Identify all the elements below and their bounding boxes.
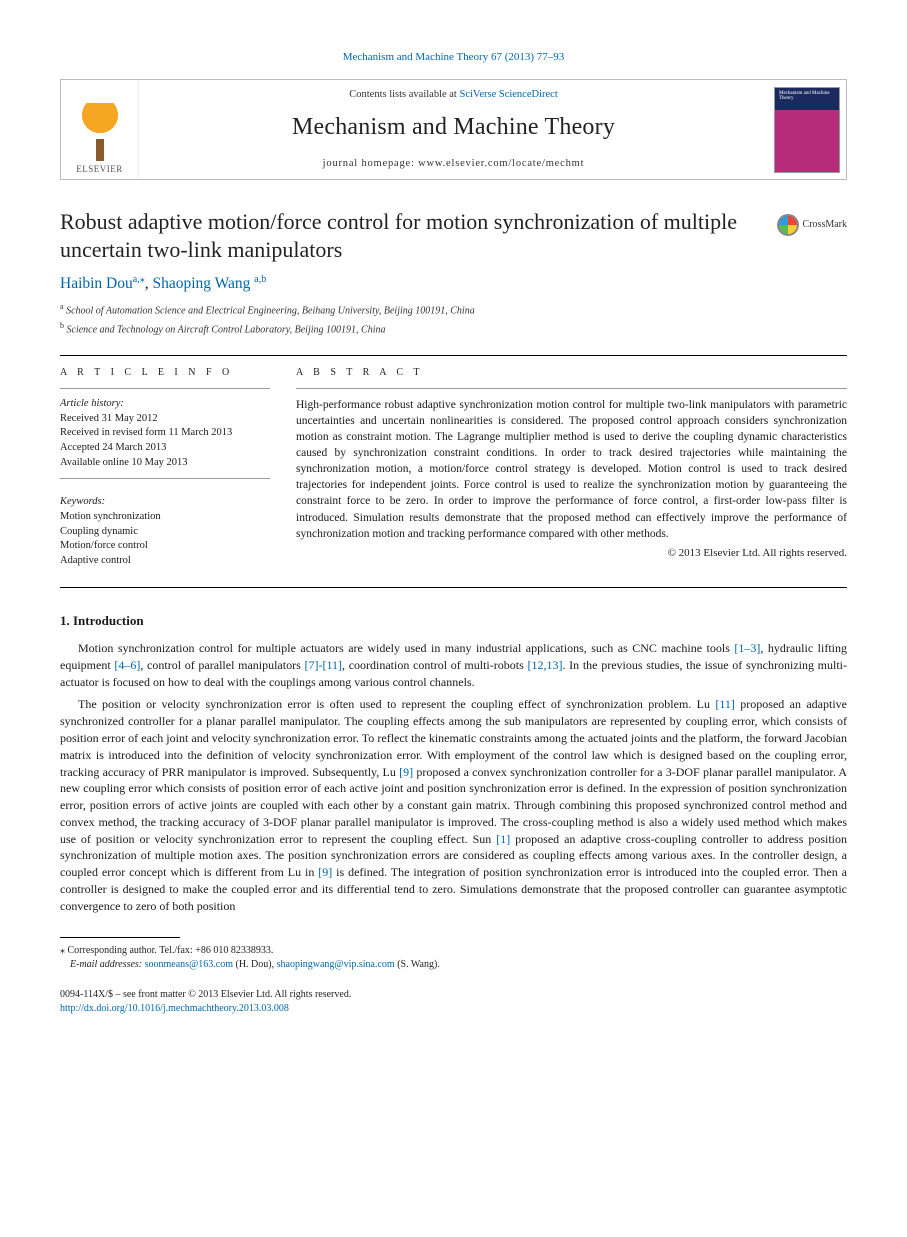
history-accepted: Accepted 24 March 2013	[60, 441, 270, 456]
info-abstract-row: A R T I C L E I N F O Article history: R…	[60, 366, 847, 569]
p1-seg-c: , control of parallel manipulators	[140, 658, 304, 672]
email-2-link[interactable]: shaopingwang@vip.sina.com	[277, 959, 395, 970]
ref-4-6[interactable]: [4–6]	[114, 658, 140, 672]
abstract-divider	[296, 388, 847, 389]
masthead-center: Contents lists available at SciVerse Sci…	[139, 80, 768, 179]
article-info-col: A R T I C L E I N F O Article history: R…	[60, 366, 270, 569]
info-divider-2	[60, 478, 270, 479]
abstract-text: High-performance robust adaptive synchro…	[296, 397, 847, 542]
crossmark-badge-wrap[interactable]: CrossMark	[777, 208, 847, 236]
divider-top	[60, 355, 847, 356]
history-label: Article history:	[60, 397, 270, 412]
contents-source-link[interactable]: SciVerse ScienceDirect	[459, 89, 557, 100]
abstract-col: A B S T R A C T High-performance robust …	[296, 366, 847, 569]
affiliation-a-text: School of Automation Science and Electri…	[66, 306, 475, 317]
journal-cover-icon: Mechanism and Machine Theory	[774, 87, 840, 173]
journal-name: Mechanism and Machine Theory	[145, 111, 762, 145]
publisher-block: ELSEVIER	[61, 80, 139, 179]
title-row: Robust adaptive motion/force control for…	[60, 208, 847, 263]
email-2-who: (S. Wang).	[395, 959, 440, 970]
affiliation-b: b Science and Technology on Aircraft Con…	[60, 320, 847, 337]
history-received: Received 31 May 2012	[60, 412, 270, 427]
p2-seg-a: The position or velocity synchronization…	[78, 697, 715, 711]
keywords-label: Keywords:	[60, 495, 270, 510]
email-addresses-line: E-mail addresses: soonmeans@163.com (H. …	[60, 958, 847, 972]
cover-text: Mechanism and Machine Theory	[779, 91, 835, 102]
publisher-label: ELSEVIER	[76, 163, 123, 176]
section-1-heading: 1. Introduction	[60, 612, 847, 630]
ref-11[interactable]: [11]	[715, 697, 735, 711]
affiliation-a: a School of Automation Science and Elect…	[60, 301, 847, 318]
bottom-block: 0094-114X/$ – see front matter © 2013 El…	[60, 988, 847, 1016]
abstract-copyright: © 2013 Elsevier Ltd. All rights reserved…	[296, 546, 847, 561]
homepage-prefix: journal homepage:	[323, 158, 418, 169]
author-1-link[interactable]: Haibin Dou	[60, 276, 133, 293]
contents-available-line: Contents lists available at SciVerse Sci…	[145, 88, 762, 103]
issn-line: 0094-114X/$ – see front matter © 2013 El…	[60, 988, 847, 1002]
top-citation: Mechanism and Machine Theory 67 (2013) 7…	[60, 50, 847, 65]
affiliation-b-text: Science and Technology on Aircraft Contr…	[67, 324, 386, 335]
doi-link[interactable]: http://dx.doi.org/10.1016/j.mechmachtheo…	[60, 1003, 289, 1014]
crossmark-icon	[777, 214, 799, 236]
article-info-head: A R T I C L E I N F O	[60, 366, 270, 380]
email-1-who: (H. Dou),	[233, 959, 277, 970]
elsevier-logo-icon	[74, 103, 126, 161]
ref-12-13[interactable]: [12,13]	[527, 658, 562, 672]
cover-thumb-wrap: Mechanism and Machine Theory	[768, 80, 846, 179]
footnote-rule	[60, 937, 180, 938]
intro-paragraph-2: The position or velocity synchronization…	[60, 696, 847, 914]
homepage-url[interactable]: www.elsevier.com/locate/mechmt	[418, 158, 584, 169]
keyword-1: Motion synchronization	[60, 510, 270, 525]
masthead: ELSEVIER Contents lists available at Sci…	[60, 79, 847, 180]
authors-line: Haibin Doua,⁎, Shaoping Wang a,b	[60, 273, 847, 295]
p1-seg-a: Motion synchronization control for multi…	[78, 641, 734, 655]
email-1-link[interactable]: soonmeans@163.com	[145, 959, 233, 970]
divider-bottom	[60, 587, 847, 588]
author-2-link[interactable]: Shaoping Wang	[152, 276, 250, 293]
corresponding-author-note: ⁎ Corresponding author. Tel./fax: +86 01…	[60, 944, 847, 958]
ref-7-11[interactable]: [7]-[11]	[304, 658, 342, 672]
page-root: Mechanism and Machine Theory 67 (2013) 7…	[0, 0, 907, 1056]
author-1-affil-sup: a,	[133, 274, 140, 285]
ref-9a[interactable]: [9]	[399, 765, 413, 779]
info-divider-1	[60, 388, 270, 389]
crossmark-label: CrossMark	[803, 218, 847, 232]
keyword-4: Adaptive control	[60, 554, 270, 569]
ref-9b[interactable]: [9]	[318, 865, 332, 879]
p1-seg-d: , coordination control of multi-robots	[342, 658, 527, 672]
history-revised: Received in revised form 11 March 2013	[60, 426, 270, 441]
ref-1-3[interactable]: [1–3]	[734, 641, 760, 655]
author-2-affil-sup: a,b	[254, 274, 266, 285]
history-online: Available online 10 May 2013	[60, 456, 270, 471]
intro-paragraph-1: Motion synchronization control for multi…	[60, 640, 847, 690]
abstract-head: A B S T R A C T	[296, 366, 847, 380]
corr-label: ⁎ Corresponding author. Tel./fax:	[60, 945, 195, 956]
keyword-2: Coupling dynamic	[60, 525, 270, 540]
keyword-3: Motion/force control	[60, 539, 270, 554]
corr-value: +86 010 82338933.	[195, 945, 273, 956]
article-title: Robust adaptive motion/force control for…	[60, 208, 767, 263]
ref-1[interactable]: [1]	[496, 832, 510, 846]
journal-homepage-line: journal homepage: www.elsevier.com/locat…	[145, 157, 762, 172]
email-label: E-mail addresses:	[70, 959, 145, 970]
contents-prefix: Contents lists available at	[349, 89, 459, 100]
